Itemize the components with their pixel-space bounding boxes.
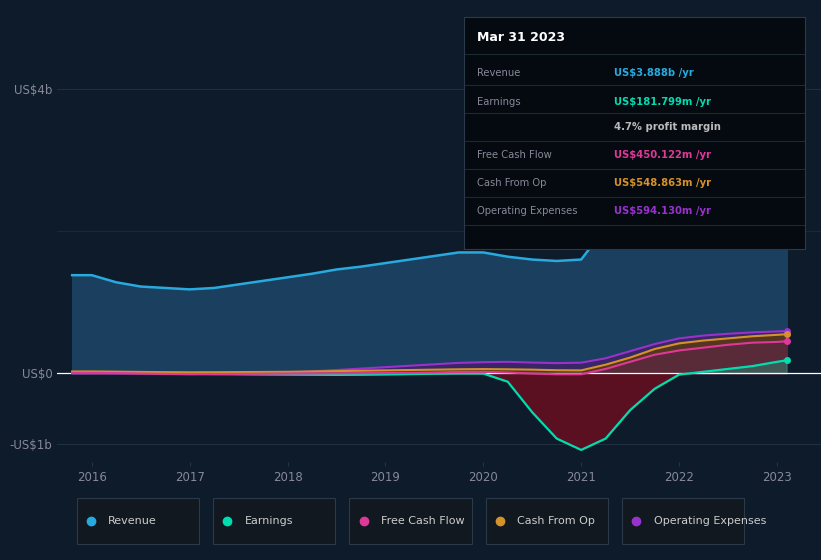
Text: US$594.130m /yr: US$594.130m /yr [614, 206, 711, 216]
FancyBboxPatch shape [213, 498, 335, 544]
Text: Revenue: Revenue [108, 516, 157, 526]
Text: Mar 31 2023: Mar 31 2023 [478, 31, 566, 44]
Text: Cash From Op: Cash From Op [478, 178, 547, 188]
Text: Operating Expenses: Operating Expenses [654, 516, 766, 526]
Text: Cash From Op: Cash From Op [517, 516, 595, 526]
Text: Free Cash Flow: Free Cash Flow [381, 516, 465, 526]
Text: 4.7% profit margin: 4.7% profit margin [614, 122, 721, 132]
Text: Operating Expenses: Operating Expenses [478, 206, 578, 216]
FancyBboxPatch shape [76, 498, 199, 544]
FancyBboxPatch shape [350, 498, 471, 544]
FancyBboxPatch shape [486, 498, 608, 544]
FancyBboxPatch shape [622, 498, 745, 544]
Text: Revenue: Revenue [478, 68, 521, 78]
Text: US$548.863m /yr: US$548.863m /yr [614, 178, 711, 188]
Text: US$3.888b /yr: US$3.888b /yr [614, 68, 694, 78]
Text: Free Cash Flow: Free Cash Flow [478, 150, 553, 160]
Text: US$450.122m /yr: US$450.122m /yr [614, 150, 711, 160]
Text: US$181.799m /yr: US$181.799m /yr [614, 97, 711, 106]
Text: Earnings: Earnings [478, 97, 521, 106]
Text: Earnings: Earnings [245, 516, 293, 526]
